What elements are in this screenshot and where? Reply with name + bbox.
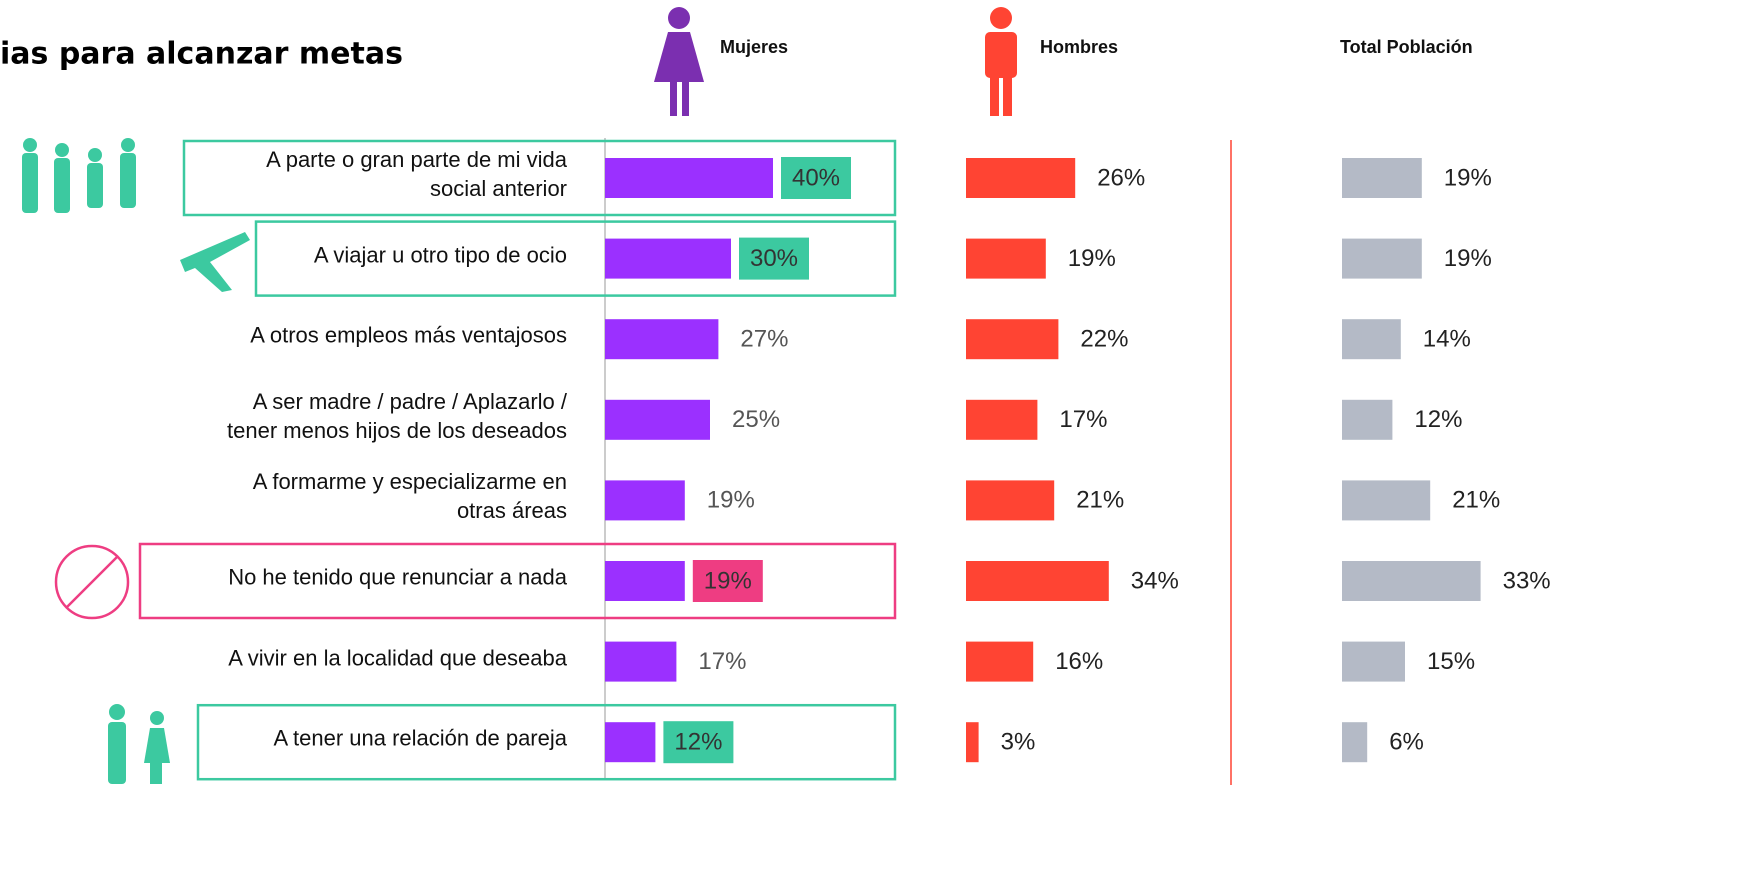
value-label: 6% <box>1389 729 1424 756</box>
value-label: 30% <box>750 245 798 272</box>
value-label: 22% <box>1080 326 1128 353</box>
man-icon <box>985 7 1017 116</box>
value-label: 12% <box>674 729 722 756</box>
woman-icon <box>654 7 704 116</box>
value-label: 25% <box>732 406 780 433</box>
value-label: 17% <box>1059 406 1107 433</box>
category-label: A ser madre / padre / Aplazarlo / tener … <box>147 387 567 445</box>
legend-label: Total Población <box>1340 37 1473 57</box>
bar <box>966 480 1054 520</box>
bar <box>605 561 685 601</box>
category-label: A formarme y especializarme en otras áre… <box>147 467 567 525</box>
value-label: 19% <box>1444 164 1492 191</box>
page: ias para alcanzar metas Mujeres 40% 30% 27%… <box>0 0 1757 881</box>
category-label: No he tenido que renunciar a nada <box>147 563 567 592</box>
bar <box>605 480 685 520</box>
bar <box>1342 239 1422 279</box>
value-label: 19% <box>1444 245 1492 272</box>
bar <box>966 561 1109 601</box>
bar <box>1342 561 1481 601</box>
value-label: 19% <box>707 487 755 514</box>
value-label: 33% <box>1503 567 1551 594</box>
value-label: 12% <box>1414 406 1462 433</box>
bar <box>966 400 1037 440</box>
category-label: A tener una relación de pareja <box>147 724 567 753</box>
bar <box>605 319 718 359</box>
no-icon <box>56 546 128 618</box>
bar <box>966 642 1033 682</box>
bar <box>605 722 655 762</box>
bar <box>966 319 1058 359</box>
crowd-icon <box>22 138 136 213</box>
category-label: A otros empleos más ventajosos <box>147 321 567 350</box>
value-label: 40% <box>792 164 840 191</box>
bar <box>605 239 731 279</box>
value-label: 17% <box>698 648 746 675</box>
category-label: A viajar u otro tipo de ocio <box>147 240 567 269</box>
bar <box>605 642 676 682</box>
bar <box>1342 319 1401 359</box>
category-label: A parte o gran parte de mi vida social a… <box>147 145 567 203</box>
value-label: 15% <box>1427 648 1475 675</box>
bar <box>605 158 773 198</box>
bar <box>1342 642 1405 682</box>
value-label: 3% <box>1001 729 1036 756</box>
chart-title: ias para alcanzar metas <box>0 37 403 72</box>
value-label: 16% <box>1055 648 1103 675</box>
value-label: 19% <box>704 567 752 594</box>
bar <box>1342 400 1392 440</box>
legend-label: Mujeres <box>720 37 788 57</box>
value-label: 27% <box>740 326 788 353</box>
bar <box>966 722 979 762</box>
value-label: 26% <box>1097 164 1145 191</box>
bar <box>1342 480 1430 520</box>
category-label: A vivir en la localidad que deseaba <box>147 643 567 672</box>
bar <box>966 239 1046 279</box>
value-label: 34% <box>1131 567 1179 594</box>
value-label: 14% <box>1423 326 1471 353</box>
bar <box>1342 722 1367 762</box>
bar <box>1342 158 1422 198</box>
legend-label: Hombres <box>1040 37 1118 57</box>
value-label: 19% <box>1068 245 1116 272</box>
bar <box>966 158 1075 198</box>
value-label: 21% <box>1076 487 1124 514</box>
value-label: 21% <box>1452 487 1500 514</box>
bar <box>605 400 710 440</box>
